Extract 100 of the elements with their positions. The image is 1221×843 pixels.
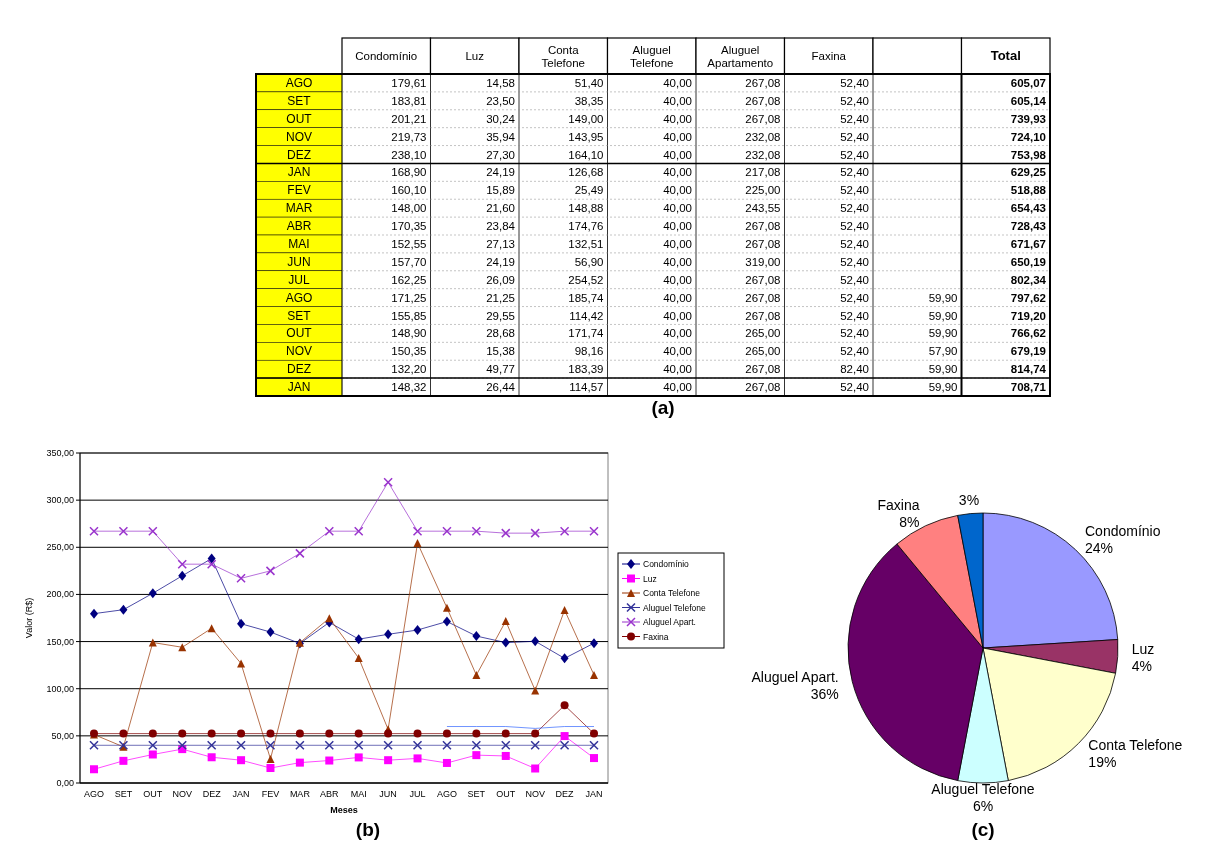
data-label: 52,40: [840, 130, 869, 143]
data-label: 40,00: [663, 130, 692, 143]
data-label: 267,08: [745, 237, 781, 250]
x-tick-label: JUN: [379, 789, 397, 799]
data-label: 254,52: [568, 273, 604, 286]
data-label: 59,90: [928, 327, 958, 340]
category-label: FEV: [287, 183, 311, 198]
y-tick-label: 50,00: [51, 730, 74, 741]
x-tick-label: OUT: [143, 789, 163, 799]
data-label: 185,74: [568, 291, 605, 304]
data-label: 52,40: [840, 112, 869, 125]
data-label: 114,57: [569, 381, 604, 394]
data-label: 671,67: [1010, 237, 1046, 250]
slice-label: Luz: [1131, 641, 1155, 658]
data-label: 225,00: [745, 184, 781, 197]
data-label: 52,40: [840, 237, 869, 250]
y-tick-label: 250,00: [46, 542, 74, 553]
x-tick-label: MAI: [350, 789, 367, 799]
data-label: 518,88: [1010, 184, 1047, 197]
category-label: NOV: [285, 344, 313, 359]
data-label: 57,90: [928, 345, 958, 358]
data-label: 605,14: [1010, 94, 1047, 107]
data-label: 6%: [972, 798, 994, 814]
data-label: 40,00: [663, 76, 692, 89]
data-label: 40,00: [663, 291, 692, 304]
x-tick-label: JAN: [232, 789, 250, 799]
data-label: 40,00: [663, 112, 692, 125]
slice-label: Faxina: [877, 497, 920, 514]
legend-label: Conta Telefone: [643, 588, 701, 598]
data-label: 267,08: [745, 381, 781, 394]
legend-label: Aluguel Telefone: [643, 602, 706, 613]
data-label: 201,21: [391, 112, 427, 125]
data-label: 3%: [958, 491, 980, 508]
category-label: OUT: [286, 326, 313, 341]
data-label: 155,85: [391, 309, 427, 322]
data-label: 157,70: [391, 255, 427, 268]
data-label: 708,71: [1010, 381, 1047, 394]
data-label: 56,90: [574, 255, 604, 268]
data-label: 171,74: [568, 327, 605, 340]
data-label: 126,68: [568, 166, 604, 179]
data-label: 132,20: [391, 363, 427, 376]
data-label: 40,00: [663, 148, 692, 161]
data-label: 40,00: [663, 184, 692, 197]
x-tick-label: OUT: [496, 789, 516, 799]
data-label: 267,08: [745, 291, 781, 304]
data-label: 52,40: [840, 327, 869, 340]
data-label: 59,90: [928, 309, 958, 322]
x-tick-label: AGO: [436, 789, 457, 799]
x-tick-label: DEZ: [202, 789, 222, 799]
data-label: 15,89: [486, 184, 515, 197]
data-label: 267,08: [745, 220, 781, 233]
data-label: 52,40: [840, 148, 869, 161]
category-label: DEZ: [287, 362, 311, 377]
category-label: OUT: [286, 111, 313, 126]
data-label: 679,19: [1010, 345, 1046, 358]
text: (c): [971, 819, 995, 840]
data-label: 267,08: [745, 76, 781, 89]
data-label: 148,00: [391, 202, 427, 215]
data-label: 36%: [810, 686, 839, 703]
data-label: 174,76: [568, 220, 604, 233]
data-label: 724,10: [1010, 130, 1046, 143]
data-label: 265,00: [745, 327, 781, 340]
data-label: 114,42: [569, 309, 604, 322]
data-label: 650,19: [1010, 255, 1046, 268]
legend-label: Faxina: [643, 631, 669, 642]
data-label: 265,00: [745, 345, 781, 358]
data-label: 24,19: [486, 166, 515, 179]
text: Faxina: [811, 50, 847, 62]
data-label: 40,00: [663, 237, 692, 250]
data-label: 40,00: [663, 255, 692, 268]
data-label: 40,00: [663, 166, 692, 179]
data-label: 132,51: [568, 237, 604, 250]
data-label: 168,90: [391, 166, 427, 179]
data-label: 148,88: [568, 202, 604, 215]
data-label: 52,40: [840, 381, 869, 394]
text: (b): [355, 819, 381, 840]
data-label: 150,35: [391, 345, 427, 358]
data-label: 238,10: [391, 148, 427, 161]
data-label: 29,55: [486, 309, 515, 322]
x-tick-label: NOV: [172, 789, 192, 799]
y-tick-label: 300,00: [46, 495, 74, 506]
data-label: 219,73: [391, 130, 427, 143]
data-label: 40,00: [663, 273, 692, 286]
data-label: 23,84: [486, 220, 516, 233]
x-tick-label: NOV: [525, 789, 545, 799]
data-label: 267,08: [745, 363, 781, 376]
data-label: 28,68: [486, 327, 515, 340]
data-label: 38,35: [574, 94, 604, 107]
data-label: 26,09: [486, 273, 515, 286]
slice-label: Aluguel Telefone: [931, 781, 1035, 797]
data-label: 19%: [1088, 754, 1117, 771]
data-label: 148,32: [391, 381, 427, 394]
category-label: JAN: [287, 380, 311, 395]
text: Aluguel Apartamento: [707, 43, 774, 69]
data-label: 40,00: [663, 309, 692, 322]
x-axis-title: Meses: [330, 805, 358, 815]
data-label: 40,00: [663, 381, 692, 394]
category-label: MAR: [285, 201, 313, 216]
data-label: 179,61: [391, 76, 427, 89]
data-label: 629,25: [1010, 166, 1047, 179]
